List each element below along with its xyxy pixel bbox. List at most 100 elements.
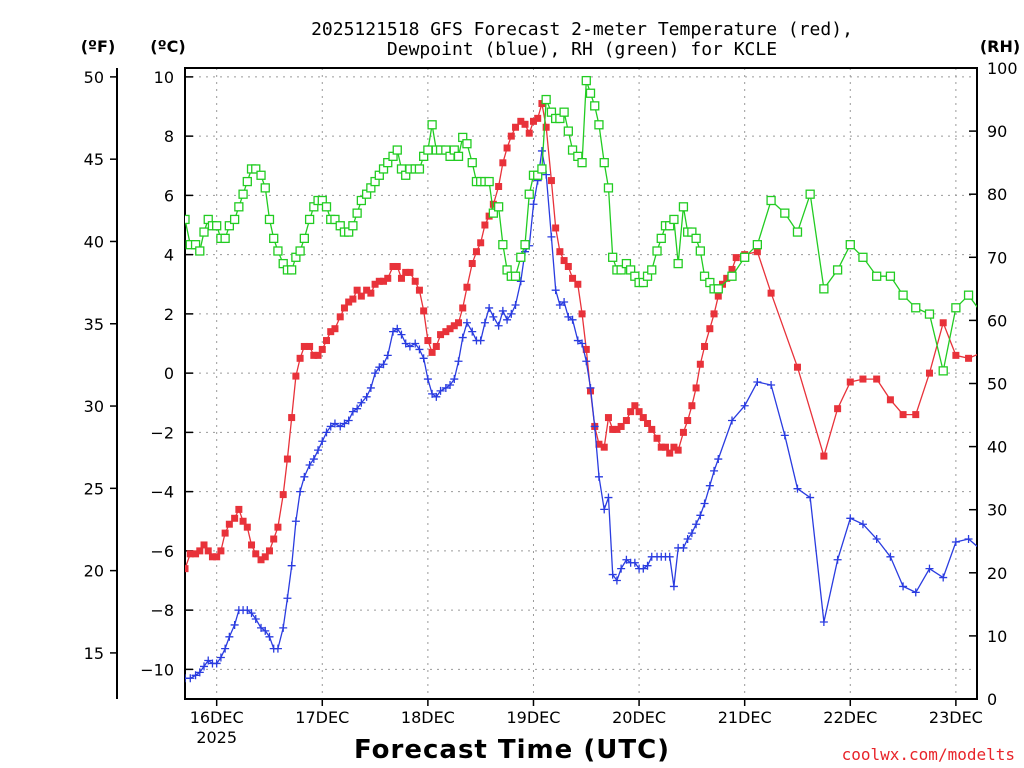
- 2-meter-temperature-point: [314, 351, 322, 359]
- 2-meter-temperature-point: [512, 123, 520, 131]
- 2-meter-temperature-point: [670, 443, 678, 451]
- 2-meter-temperature-point: [415, 286, 423, 294]
- 2-meter-temperature-point: [617, 422, 625, 430]
- 2-meter-temperature-point: [261, 553, 269, 561]
- dewpoint-point: [230, 620, 239, 629]
- relative-humidity-point: [938, 366, 948, 376]
- dewpoint-point: [423, 375, 432, 384]
- dewpoint-point: [714, 455, 723, 464]
- dewpoint-point: [608, 570, 617, 579]
- relative-humidity-point: [260, 183, 270, 193]
- dewpoint-point: [415, 345, 424, 354]
- dewpoint-point: [600, 505, 609, 514]
- relative-humidity-point: [541, 94, 551, 105]
- dewpoint-point: [340, 419, 349, 428]
- dewpoint-point: [318, 437, 327, 446]
- 2-meter-temperature-point: [393, 262, 401, 270]
- relative-humidity-point: [594, 120, 604, 130]
- dewpoint-point: [247, 609, 256, 618]
- dewpoint-point: [617, 564, 626, 573]
- dewpoint-point: [911, 588, 920, 597]
- relative-humidity-point: [498, 240, 508, 250]
- 2-meter-temperature-point: [243, 523, 251, 531]
- relative-humidity-point: [537, 164, 547, 174]
- dewpoint-point: [740, 401, 749, 410]
- 2-meter-temperature-point: [767, 289, 775, 297]
- relative-humidity-point: [423, 145, 433, 155]
- 2-meter-temperature-point: [239, 517, 247, 525]
- dewpoint-point: [537, 146, 546, 155]
- 2-meter-temperature-point: [279, 491, 287, 499]
- 2-meter-temperature-point: [292, 372, 300, 380]
- relative-humidity-point: [951, 303, 961, 313]
- x-tick-label: 23DEC: [929, 708, 983, 727]
- relative-humidity-point: [740, 252, 750, 262]
- 2-meter-temperature-point: [529, 117, 537, 125]
- 2-meter-temperature-point: [288, 414, 296, 422]
- 2-meter-temperature-point: [389, 262, 397, 270]
- relative-humidity-point: [453, 151, 464, 161]
- dewpoint-point: [886, 552, 895, 561]
- dewpoint-point: [432, 392, 441, 401]
- source-credit: coolwx.com/modelts: [842, 745, 1015, 764]
- dewpoint-point: [612, 576, 621, 585]
- 2-meter-temperature-point: [363, 286, 371, 294]
- dewpoint-point: [480, 318, 489, 327]
- relative-humidity-point: [516, 252, 526, 262]
- dewpoint-point: [322, 428, 331, 437]
- 2-meter-temperature-point: [582, 345, 590, 353]
- relative-humidity-point: [858, 252, 868, 262]
- dewpoint-point: [279, 623, 288, 632]
- dewpoint-point: [819, 617, 828, 626]
- 2-meter-temperature-point: [525, 129, 533, 137]
- 2-meter-temperature-point: [221, 529, 229, 537]
- 2-meter-temperature-point: [688, 402, 696, 410]
- dewpoint-point: [547, 232, 556, 241]
- dewpoint-point: [679, 543, 688, 552]
- dewpoint-point: [454, 357, 463, 366]
- 2-meter-temperature-point: [296, 354, 304, 362]
- 2-meter-temperature-point: [340, 304, 348, 312]
- relative-humidity-point: [559, 107, 569, 117]
- relative-humidity-point: [304, 214, 315, 225]
- 2-meter-temperature-point: [353, 286, 361, 294]
- dewpoint-point: [687, 529, 696, 538]
- rh-tick-label: 60: [987, 311, 1007, 330]
- dewpoint-point: [261, 626, 270, 635]
- dewpoint-point: [939, 573, 948, 582]
- relative-humidity-point: [234, 202, 244, 212]
- chart-title-line-1: 2025121518 GFS Forecast 2-meter Temperat…: [311, 19, 853, 40]
- dewpoint-point: [560, 298, 569, 307]
- relative-humidity-point: [510, 271, 521, 281]
- rh-tick-label: 100: [987, 59, 1018, 78]
- relative-humidity-point: [832, 265, 843, 275]
- 2-meter-temperature-point: [336, 313, 344, 321]
- relative-humidity-point: [321, 202, 332, 212]
- relative-humidity-point: [872, 271, 882, 281]
- 2-meter-temperature-point: [442, 328, 450, 336]
- dewpoint-point: [555, 300, 564, 309]
- 2-meter-temperature-point: [186, 550, 194, 558]
- dewpoint-point: [643, 561, 652, 570]
- dewpoint-point: [564, 312, 573, 321]
- relative-humidity-point: [695, 246, 705, 256]
- relative-humidity-point: [414, 164, 425, 174]
- x-axis-title: Forecast Time (UTC): [354, 735, 670, 765]
- 2-meter-temperature-point: [283, 455, 291, 463]
- fahrenheit-tick-label: 40: [84, 232, 104, 251]
- x-tick-label: 20DEC: [612, 708, 666, 727]
- 2-meter-temperature-point: [235, 505, 243, 513]
- dewpoint-point: [925, 564, 934, 573]
- relative-humidity-point: [656, 233, 666, 244]
- x-tick-label: 17DEC: [295, 708, 349, 727]
- dewpoint-point: [314, 446, 323, 455]
- dewpoint-point: [767, 380, 776, 389]
- 2-meter-temperature-point: [569, 274, 577, 282]
- dewpoint-point: [485, 303, 494, 312]
- dewpoint-point: [251, 615, 260, 624]
- 2-meter-temperature-point: [481, 221, 489, 229]
- 2-meter-temperature-point: [357, 292, 365, 300]
- dewpoint-point: [225, 632, 234, 641]
- relative-humidity-point: [924, 309, 935, 319]
